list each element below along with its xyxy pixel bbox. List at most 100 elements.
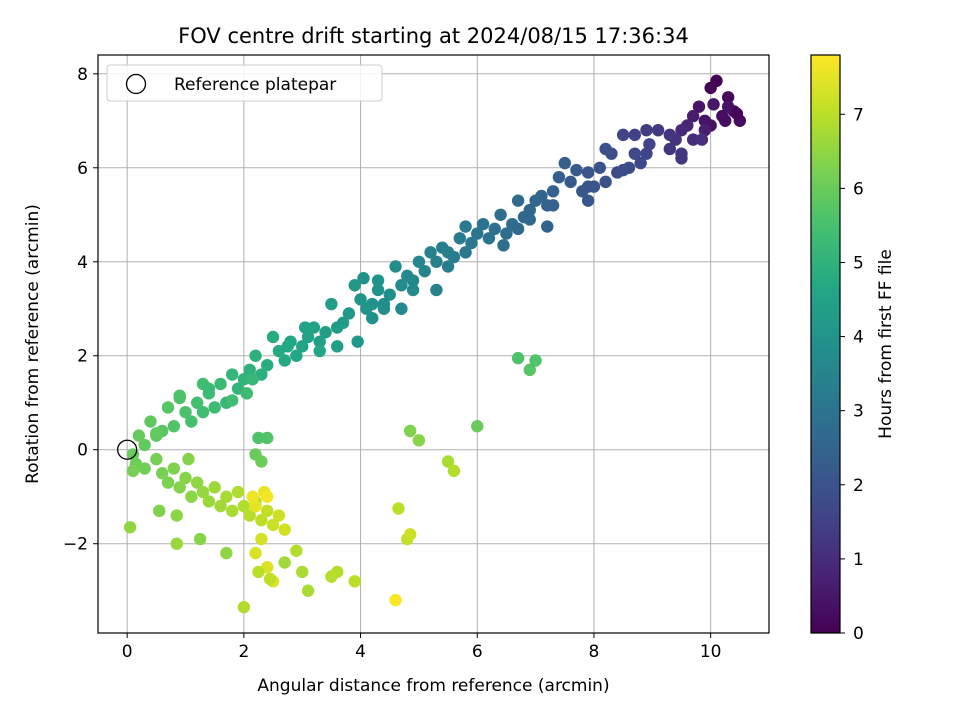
plot-frame: [97, 54, 770, 634]
data-point: [351, 335, 364, 348]
data-point: [529, 194, 542, 207]
data-point: [640, 123, 653, 137]
data-point: [190, 396, 204, 409]
data-point: [541, 220, 554, 233]
data-point: [686, 109, 700, 123]
data-point: [459, 246, 472, 259]
data-point: [430, 283, 443, 297]
data-point: [348, 279, 361, 292]
data-point: [453, 232, 466, 245]
data-point: [325, 570, 338, 583]
y-tick-label: −2: [63, 535, 88, 555]
data-point: [371, 283, 385, 297]
data-point: [249, 546, 262, 560]
data-point: [707, 98, 720, 111]
data-point: [313, 335, 326, 348]
data-point: [126, 464, 140, 478]
data-point: [214, 377, 227, 391]
data-point: [675, 152, 688, 165]
data-point: [511, 194, 525, 207]
data-point: [249, 499, 262, 513]
data-point: [261, 504, 274, 518]
data-point: [634, 156, 647, 170]
chart-title: FOV centre drift starting at 2024/08/15 …: [178, 24, 689, 48]
x-axis-label: Angular distance from reference (arcmin): [257, 676, 609, 696]
data-point: [663, 128, 677, 142]
data-point: [266, 518, 280, 532]
data-point: [383, 288, 396, 301]
data-point: [202, 495, 216, 508]
data-point: [138, 438, 151, 452]
axes: 0 2 4 6 8 10 −2 0 2 4 6 8: [63, 54, 770, 662]
data-point: [447, 464, 461, 478]
data-point: [313, 344, 326, 358]
data-point: [155, 467, 169, 480]
x-tick-label: 0: [122, 642, 133, 662]
data-point: [237, 600, 251, 614]
colorbar-frame: [810, 54, 841, 634]
data-point: [237, 499, 251, 513]
data-point: [263, 572, 277, 586]
data-point: [252, 565, 265, 579]
data-point: [377, 297, 391, 311]
data-point: [698, 123, 712, 137]
data-point: [278, 523, 291, 536]
data-point: [281, 340, 294, 353]
data-point: [564, 175, 577, 189]
data-point: [202, 382, 216, 395]
data-point: [298, 321, 312, 334]
data-point: [406, 283, 420, 297]
data-point: [441, 246, 455, 259]
data-point: [695, 133, 709, 146]
data-point: [272, 509, 286, 522]
data-point: [395, 279, 408, 292]
data-point: [471, 420, 484, 433]
data-point: [599, 142, 612, 156]
data-point: [719, 114, 732, 127]
data-point: [179, 471, 192, 485]
data-point: [546, 199, 560, 212]
data-point: [190, 476, 204, 489]
data-point: [628, 147, 641, 160]
data-point: [570, 163, 583, 177]
data-point: [395, 302, 408, 315]
data-point: [153, 504, 166, 518]
grid-lines: [98, 55, 769, 633]
data-point: [643, 138, 656, 151]
x-tick-label: 6: [472, 642, 483, 662]
data-point: [523, 213, 536, 226]
data-point: [593, 161, 606, 174]
data-point: [511, 222, 525, 236]
data-point: [246, 490, 259, 503]
data-point: [296, 565, 309, 579]
data-point: [167, 462, 181, 475]
data-point: [698, 114, 712, 127]
data-point: [465, 236, 478, 250]
data-point: [418, 264, 431, 278]
data-point: [255, 514, 268, 527]
data-point: [231, 485, 245, 499]
data-point: [721, 100, 735, 113]
data-point: [214, 499, 227, 513]
colorbar: 0 1 2 3 4 5 6 7: [810, 54, 864, 644]
y-tick-label: 2: [77, 347, 88, 367]
data-point: [599, 175, 612, 189]
data-point: [290, 349, 303, 362]
data-point: [307, 321, 321, 334]
data-point: [237, 373, 251, 386]
data-point: [161, 401, 175, 414]
data-point: [266, 330, 280, 344]
data-point: [278, 354, 291, 367]
data-point: [360, 302, 373, 315]
data-point: [342, 307, 356, 320]
data-point: [278, 556, 291, 569]
data-point: [196, 405, 210, 419]
data-point: [686, 133, 700, 146]
data-point: [354, 293, 367, 306]
data-point: [240, 387, 253, 400]
data-point: [296, 340, 309, 353]
data-point: [243, 363, 256, 377]
colorbar-label: Hours from first FF file: [876, 249, 896, 439]
x-tick-label: 10: [700, 642, 722, 662]
